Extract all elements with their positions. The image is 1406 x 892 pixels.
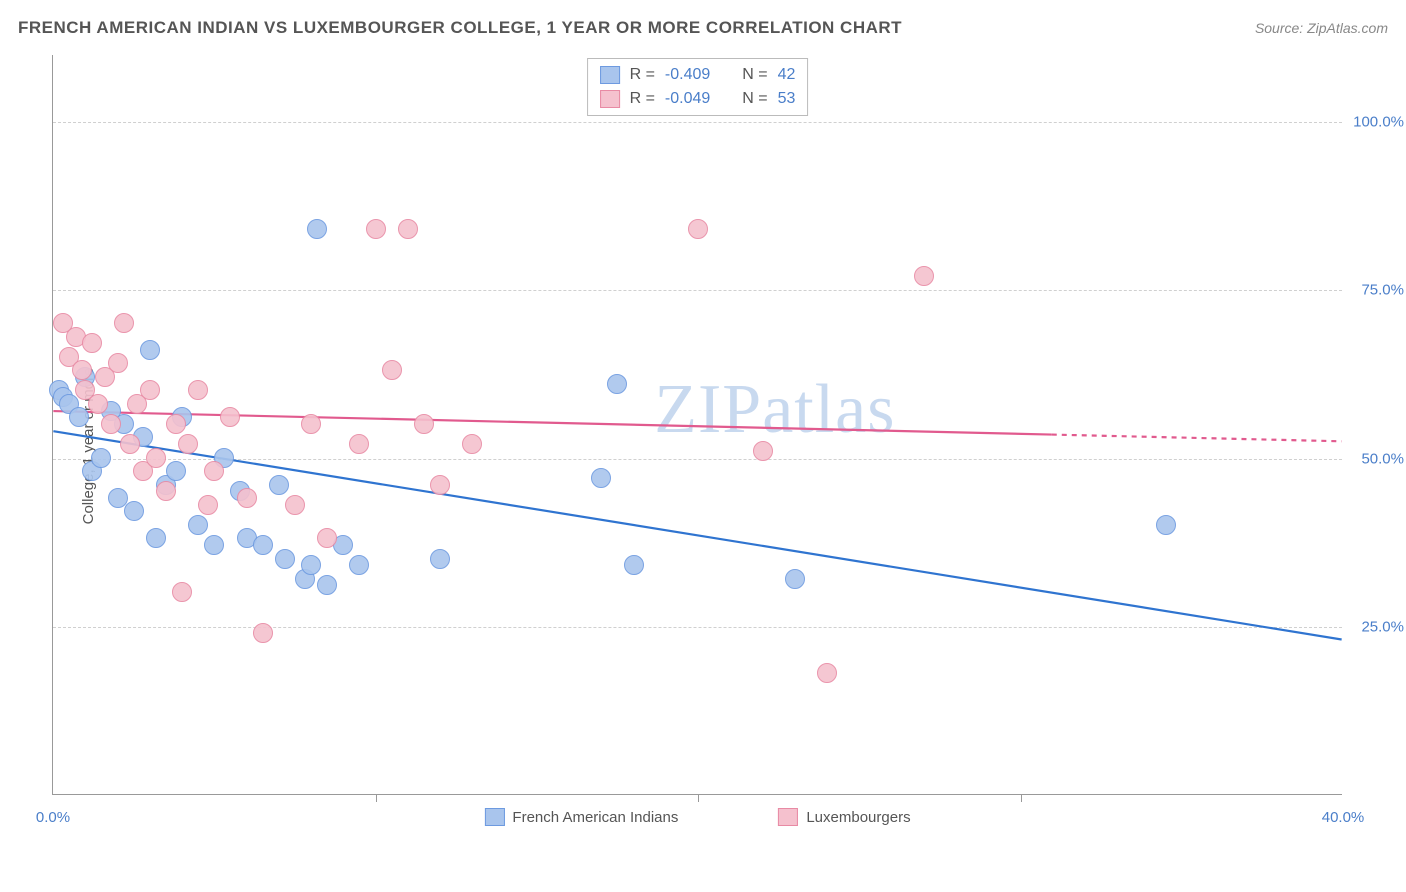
gridline-horizontal [53, 290, 1342, 291]
scatter-point [120, 434, 140, 454]
scatter-point [204, 461, 224, 481]
scatter-point [178, 434, 198, 454]
legend-label: French American Indians [512, 809, 678, 826]
r-label: R = [630, 87, 655, 111]
scatter-point [188, 515, 208, 535]
scatter-point [188, 380, 208, 400]
scatter-point [140, 380, 160, 400]
scatter-point [914, 266, 934, 286]
scatter-point [785, 569, 805, 589]
y-tick-label: 25.0% [1361, 618, 1404, 635]
r-value: -0.409 [665, 63, 710, 87]
bottom-legend: French American Indians Luxembourgers [484, 808, 910, 826]
y-tick-label: 100.0% [1353, 114, 1404, 131]
scatter-point [253, 535, 273, 555]
chart-plot-area: ZIPatlas 25.0%50.0%75.0%100.0%0.0%40.0% … [52, 55, 1342, 795]
scatter-point [72, 360, 92, 380]
source-attribution: Source: ZipAtlas.com [1255, 20, 1388, 36]
scatter-point [124, 501, 144, 521]
r-value: -0.049 [665, 87, 710, 111]
scatter-point [166, 414, 186, 434]
scatter-point [366, 219, 386, 239]
scatter-point [301, 414, 321, 434]
scatter-point [624, 555, 644, 575]
scatter-point [146, 448, 166, 468]
gridline-horizontal [53, 122, 1342, 123]
scatter-point [285, 495, 305, 515]
scatter-point [398, 219, 418, 239]
trend-line [1052, 435, 1342, 442]
scatter-point [817, 663, 837, 683]
source-name: ZipAtlas.com [1307, 20, 1388, 36]
scatter-point [146, 528, 166, 548]
header: FRENCH AMERICAN INDIAN VS LUXEMBOURGER C… [18, 18, 1388, 38]
x-tick-mark [1021, 794, 1022, 802]
scatter-point [69, 407, 89, 427]
scatter-point [382, 360, 402, 380]
scatter-point [1156, 515, 1176, 535]
scatter-point [753, 441, 773, 461]
stats-row: R = -0.049 N = 53 [600, 87, 796, 111]
scatter-point [198, 495, 218, 515]
watermark-text: ZIPatlas [654, 370, 895, 450]
scatter-point [114, 313, 134, 333]
scatter-point [307, 219, 327, 239]
gridline-horizontal [53, 627, 1342, 628]
legend-swatch [600, 90, 620, 108]
scatter-point [430, 549, 450, 569]
n-value: 42 [778, 63, 796, 87]
scatter-point [430, 475, 450, 495]
n-label: N = [742, 63, 767, 87]
scatter-point [414, 414, 434, 434]
legend-item: French American Indians [484, 808, 678, 826]
scatter-point [301, 555, 321, 575]
scatter-point [349, 434, 369, 454]
legend-swatch [778, 808, 798, 826]
stats-row: R = -0.409 N = 42 [600, 63, 796, 87]
scatter-point [140, 340, 160, 360]
n-label: N = [742, 87, 767, 111]
gridline-horizontal [53, 459, 1342, 460]
y-tick-label: 75.0% [1361, 282, 1404, 299]
y-tick-label: 50.0% [1361, 450, 1404, 467]
scatter-point [688, 219, 708, 239]
scatter-point [82, 333, 102, 353]
scatter-point [166, 461, 186, 481]
x-tick-label: 40.0% [1322, 809, 1365, 826]
stats-legend-box: R = -0.409 N = 42 R = -0.049 N = 53 [587, 58, 809, 116]
scatter-point [349, 555, 369, 575]
scatter-point [204, 535, 224, 555]
scatter-point [269, 475, 289, 495]
x-tick-mark [376, 794, 377, 802]
x-tick-label: 0.0% [36, 809, 70, 826]
legend-swatch [484, 808, 504, 826]
scatter-point [108, 353, 128, 373]
legend-item: Luxembourgers [778, 808, 910, 826]
scatter-point [275, 549, 295, 569]
scatter-point [91, 448, 111, 468]
trend-line [53, 411, 1051, 435]
r-label: R = [630, 63, 655, 87]
scatter-point [220, 407, 240, 427]
scatter-point [88, 394, 108, 414]
scatter-point [607, 374, 627, 394]
chart-title: FRENCH AMERICAN INDIAN VS LUXEMBOURGER C… [18, 18, 902, 38]
scatter-point [101, 414, 121, 434]
n-value: 53 [778, 87, 796, 111]
scatter-point [237, 488, 257, 508]
scatter-point [253, 623, 273, 643]
source-prefix: Source: [1255, 20, 1307, 36]
trend-lines-svg [53, 55, 1342, 794]
scatter-point [591, 468, 611, 488]
x-tick-mark [698, 794, 699, 802]
scatter-point [172, 582, 192, 602]
scatter-point [317, 575, 337, 595]
scatter-point [462, 434, 482, 454]
legend-swatch [600, 66, 620, 84]
legend-label: Luxembourgers [806, 809, 910, 826]
scatter-point [317, 528, 337, 548]
scatter-point [156, 481, 176, 501]
